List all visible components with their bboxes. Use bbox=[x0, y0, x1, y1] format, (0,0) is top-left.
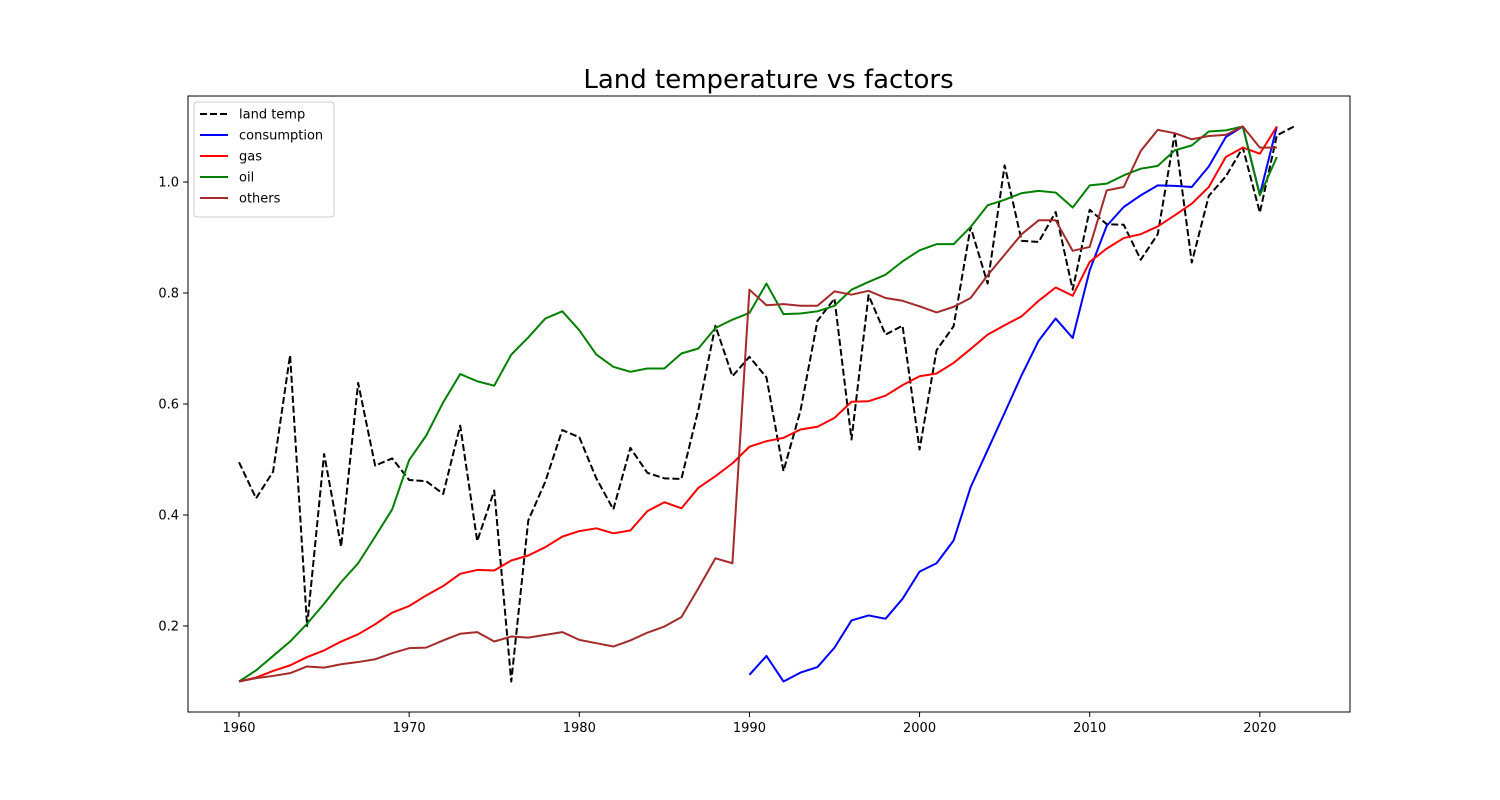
y-tick-label: 0.6 bbox=[158, 398, 179, 413]
legend-box bbox=[193, 101, 335, 218]
legend: land temp consumption gas oil others bbox=[193, 101, 335, 218]
series-line-consumption bbox=[748, 125, 1278, 683]
x-tick-label: 1980 bbox=[563, 721, 596, 736]
x-tick-label: 1960 bbox=[222, 721, 255, 736]
y-axis: 0.2 0.4 0.6 0.8 1.0 bbox=[158, 176, 188, 634]
chart-title: Land temperature vs factors bbox=[583, 65, 953, 95]
x-tick-label: 2000 bbox=[903, 721, 936, 736]
legend-label: land temp bbox=[239, 108, 305, 123]
x-tick-label: 1990 bbox=[733, 721, 766, 736]
y-tick-label: 0.8 bbox=[158, 287, 179, 302]
legend-label: gas bbox=[239, 150, 262, 165]
y-tick-label: 1.0 bbox=[158, 176, 179, 191]
legend-label: oil bbox=[239, 171, 254, 186]
plot-area bbox=[238, 125, 1295, 683]
series-line-others bbox=[238, 125, 1277, 683]
series-line-land-temp bbox=[238, 125, 1295, 683]
series-line-gas bbox=[238, 125, 1278, 683]
x-tick-label: 2010 bbox=[1073, 721, 1106, 736]
x-axis: 1960 1970 1980 1990 2000 2010 2020 bbox=[222, 712, 1276, 736]
x-tick-label: 1970 bbox=[393, 721, 426, 736]
y-tick-label: 0.4 bbox=[158, 508, 179, 523]
legend-label: consumption bbox=[239, 129, 323, 144]
legend-label: others bbox=[239, 192, 281, 207]
x-tick-label: 2020 bbox=[1243, 721, 1276, 736]
y-tick-label: 0.2 bbox=[158, 619, 179, 634]
